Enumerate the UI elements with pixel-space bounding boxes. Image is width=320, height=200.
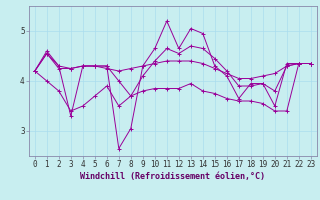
X-axis label: Windchill (Refroidissement éolien,°C): Windchill (Refroidissement éolien,°C)	[80, 172, 265, 181]
